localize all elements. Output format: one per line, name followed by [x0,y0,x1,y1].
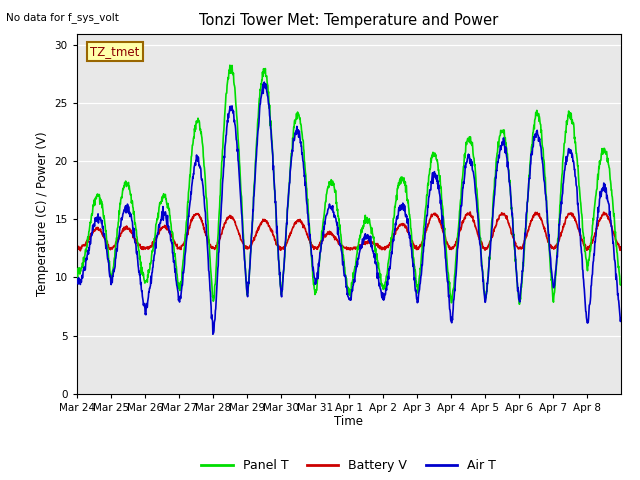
Air T [209,331,217,337]
Battery V [617,245,625,251]
Air T [325,205,333,211]
Battery V [77,248,84,253]
Battery V [477,239,485,245]
Panel T [73,271,81,277]
Battery V [467,209,474,215]
Line: Battery V: Battery V [77,212,621,251]
Air T [557,199,565,204]
Air T [611,257,618,263]
X-axis label: Time: Time [334,415,364,429]
Air T [477,263,485,269]
Text: TZ_tmet: TZ_tmet [90,45,140,58]
Text: No data for f_sys_volt: No data for f_sys_volt [6,12,119,23]
Air T [617,315,625,321]
Battery V [335,241,342,247]
Battery V [324,230,332,236]
Y-axis label: Temperature (C) / Power (V): Temperature (C) / Power (V) [36,132,49,296]
Panel T [226,62,234,68]
Line: Air T: Air T [77,82,621,334]
Air T [260,79,268,85]
Battery V [73,245,81,251]
Air T [158,212,166,218]
Panel T [557,181,565,187]
Panel T [477,253,485,259]
Battery V [611,233,618,239]
Panel T [335,216,342,222]
Panel T [324,183,332,189]
Panel T [158,194,166,200]
Line: Panel T: Panel T [77,65,621,304]
Panel T [617,282,625,288]
Legend: Panel T, Battery V, Air T: Panel T, Battery V, Air T [196,455,501,477]
Panel T [516,301,524,307]
Air T [73,279,81,285]
Title: Tonzi Tower Met: Temperature and Power: Tonzi Tower Met: Temperature and Power [199,13,499,28]
Battery V [158,225,166,231]
Panel T [611,217,618,223]
Air T [335,236,343,241]
Battery V [557,229,565,235]
